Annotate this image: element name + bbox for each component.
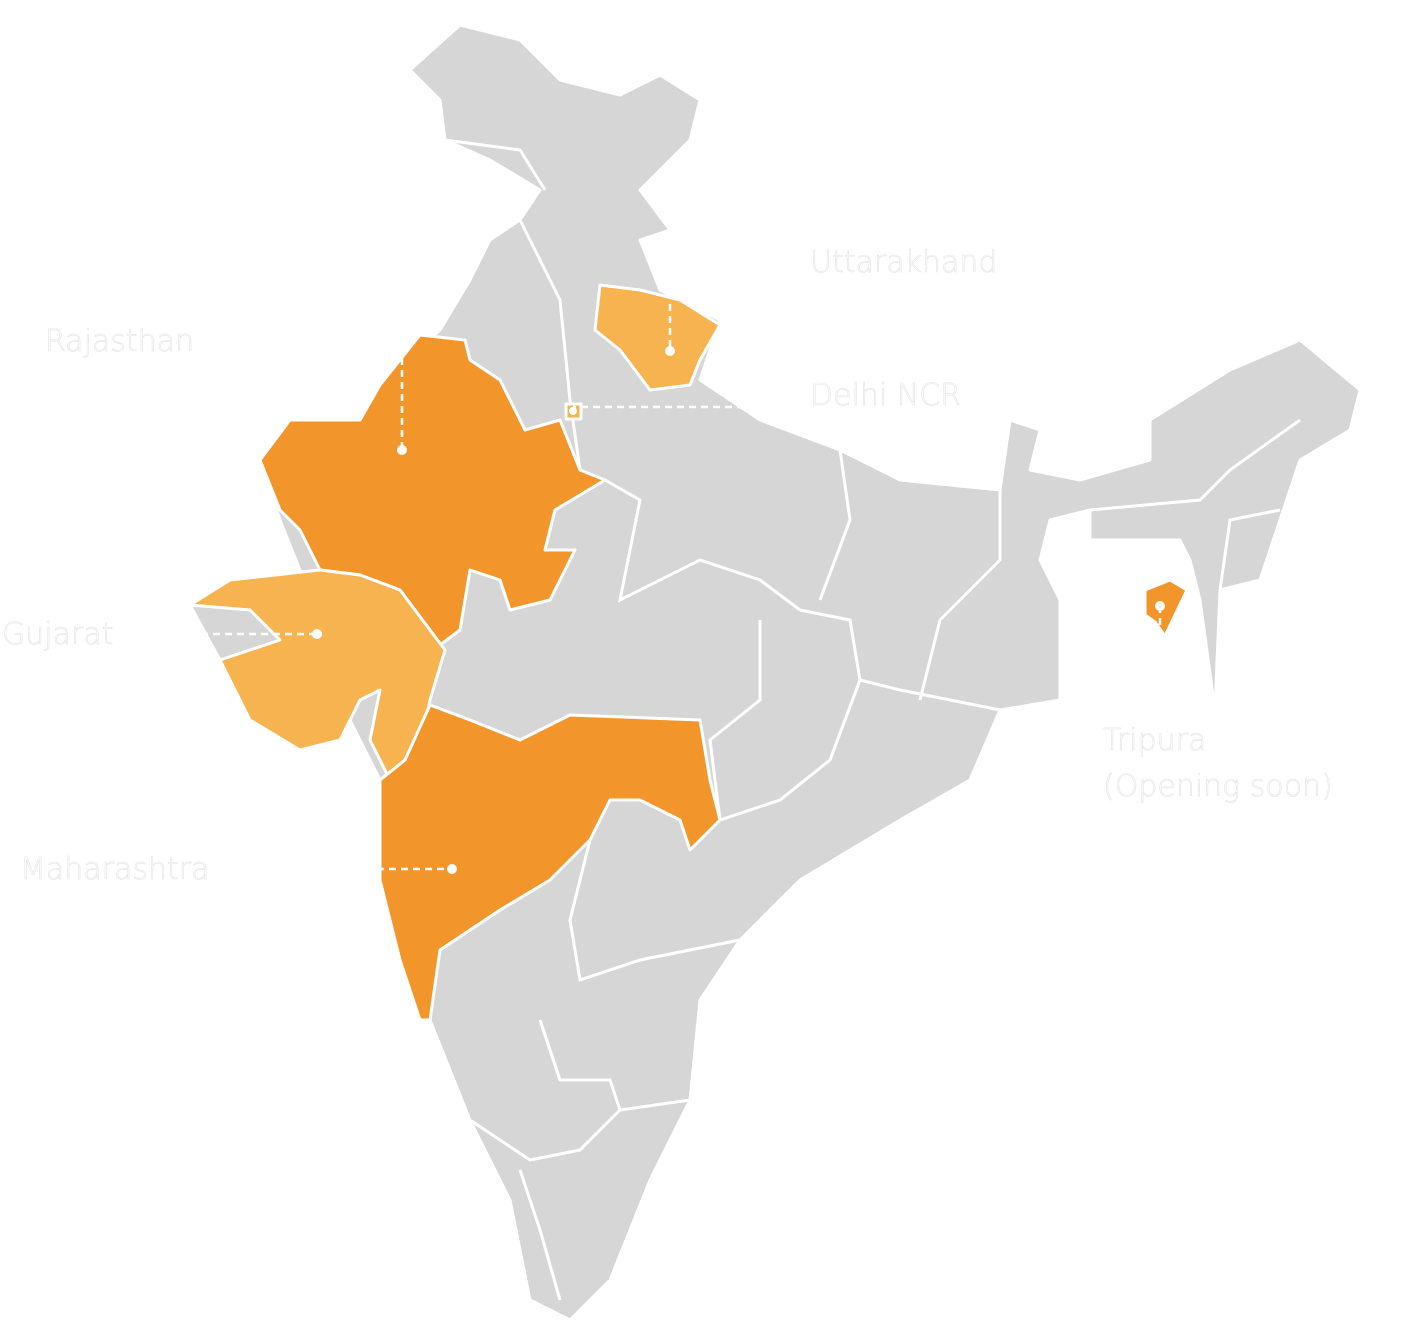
label-delhi: Delhi NCR	[810, 378, 961, 413]
label-tripura: Tripura	[1103, 723, 1206, 758]
label-gujarat: Gujarat	[2, 617, 113, 652]
label-rajasthan: Rajasthan	[45, 324, 194, 359]
label-tripura-status: (Opening soon)	[1103, 769, 1333, 804]
internal-borders	[444, 138, 1301, 1301]
state-rajasthan[interactable]	[258, 333, 607, 647]
india-base-shape	[188, 23, 1362, 1322]
state-uttarakhand[interactable]	[593, 283, 722, 392]
state-tripura[interactable]	[1143, 578, 1189, 638]
label-uttarakhand: Uttarakhand	[810, 245, 997, 280]
leader-lines	[165, 260, 1165, 874]
label-maharashtra: Maharashtra	[20, 852, 210, 887]
state-gujarat[interactable]	[188, 568, 447, 782]
state-maharashtra[interactable]	[378, 703, 722, 1022]
